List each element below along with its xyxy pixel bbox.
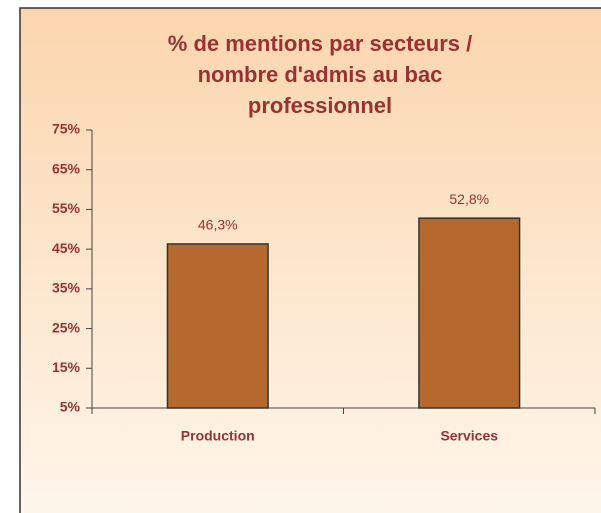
y-tick-label: 35% (52, 280, 81, 296)
x-tick-label: Services (440, 428, 498, 444)
y-tick-label: 5% (60, 399, 81, 415)
x-tick-label: Production (181, 428, 255, 444)
y-tick-label: 55% (52, 200, 81, 216)
bar (166, 243, 269, 409)
y-tick-label: 15% (52, 359, 81, 375)
chart-title: % de mentions par secteurs / nombre d'ad… (167, 31, 473, 118)
y-tick-label: 25% (52, 319, 81, 335)
y-tick-label: 45% (52, 240, 81, 256)
bar (418, 217, 521, 409)
y-tick-label: 65% (52, 160, 81, 176)
data-label: 52,8% (449, 191, 489, 207)
y-tick-label: 75% (52, 121, 81, 137)
data-label: 46,3% (198, 217, 238, 233)
